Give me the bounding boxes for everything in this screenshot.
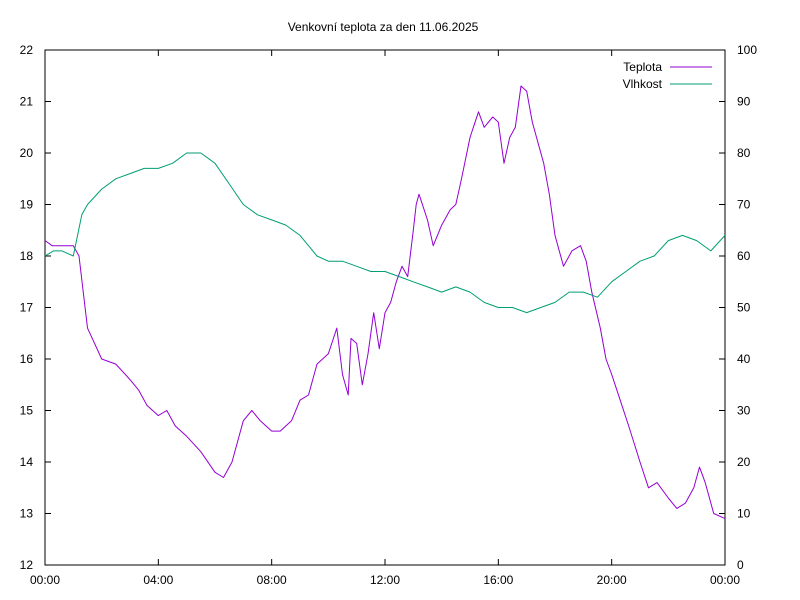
y-right-tick-label: 30 — [737, 404, 751, 418]
y-left-tick-label: 17 — [20, 301, 34, 315]
series-line-vlhkost — [44, 152, 726, 314]
y-right-tick-label: 80 — [737, 146, 751, 160]
chart-title: Venkovní teplota za den 11.06.2025 — [288, 20, 479, 34]
x-tick-label: 16:00 — [483, 573, 513, 587]
legend: Teplota Vlhkost — [623, 60, 712, 91]
y-right-tick-label: 90 — [737, 95, 751, 109]
x-tick-label: 20:00 — [597, 573, 627, 587]
x-tick-label: 00:00 — [710, 573, 740, 587]
y-left-tick-label: 21 — [20, 95, 34, 109]
y-left-tick-label: 12 — [20, 558, 34, 572]
series-line-teplota — [44, 85, 726, 520]
y-left-tick-label: 22 — [20, 43, 34, 57]
legend-label-vlhkost: Vlhkost — [623, 77, 663, 91]
y-right-tick-label: 50 — [737, 301, 751, 315]
y-left-tick-label: 13 — [20, 507, 34, 521]
y-left-tick-label: 16 — [20, 352, 34, 366]
y-left-tick-label: 18 — [20, 249, 34, 263]
x-tick-label: 04:00 — [143, 573, 173, 587]
y-right-tick-label: 10 — [737, 507, 751, 521]
y-right-tick-label: 0 — [737, 558, 744, 572]
y-left-tick-label: 19 — [20, 198, 34, 212]
x-tick-label: 00:00 — [30, 573, 60, 587]
y-right-tick-label: 60 — [737, 249, 751, 263]
y-right-tick-label: 100 — [737, 43, 757, 57]
y-right-tick-label: 40 — [737, 352, 751, 366]
axis-ticks: 12 13 14 15 16 17 18 19 20 21 22 0 10 20 30 40 50 60 70 80 9… — [20, 43, 758, 587]
series-lines — [44, 85, 726, 520]
y-left-tick-label: 20 — [20, 146, 34, 160]
x-tick-label: 12:00 — [370, 573, 400, 587]
legend-label-teplota: Teplota — [623, 60, 662, 74]
y-right-tick-label: 20 — [737, 455, 751, 469]
y-right-tick-label: 70 — [737, 198, 751, 212]
y-left-tick-label: 14 — [20, 455, 34, 469]
x-tick-label: 08:00 — [257, 573, 287, 587]
plot-frame — [44, 49, 726, 566]
y-left-tick-label: 15 — [20, 404, 34, 418]
